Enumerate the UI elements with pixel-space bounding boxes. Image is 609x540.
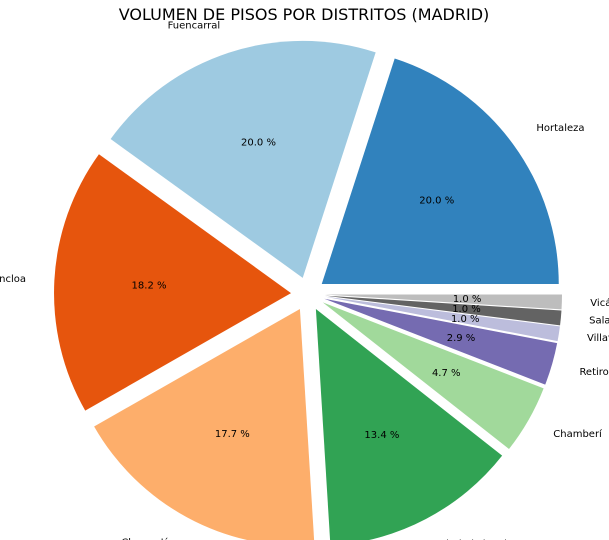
pct-label-moncloa: 18.2 % xyxy=(132,280,167,291)
pie-slice-fuencarral xyxy=(110,40,376,278)
pct-label-villaverde: 1.0 % xyxy=(451,314,480,325)
category-label-chamartin: Chamartín xyxy=(121,536,173,540)
pie-slice-villaverde xyxy=(324,296,560,342)
category-label-hortaleza: Hortaleza xyxy=(536,123,584,134)
category-label-moncloa: Moncloa xyxy=(0,274,26,285)
pct-label-chamartin: 17.7 % xyxy=(215,429,250,440)
pie-labels: 20.0 % Hortaleza 20.0 % Fuencarral 18.2 % Mon… xyxy=(0,21,609,540)
category-label-salamanca: Salamanca xyxy=(589,316,609,327)
category-label-chamberi: Chamberí xyxy=(553,428,603,440)
category-label-villaverde: Villaverde xyxy=(587,333,609,344)
pct-label-hortaleza: 20.0 % xyxy=(419,195,454,206)
pct-label-retiro: 2.9 % xyxy=(447,333,476,344)
pie-slices xyxy=(54,40,562,540)
pie-slice-hortaleza xyxy=(321,58,559,284)
pie-slice-ciudad-lineal xyxy=(315,309,503,540)
category-label-retiro: Retiro xyxy=(579,367,608,378)
pct-label-chamberi: 4.7 % xyxy=(432,368,461,379)
pct-label-salamanca: 1.0 % xyxy=(452,304,481,315)
pct-label-fuencarral: 20.0 % xyxy=(241,138,276,149)
pie-slice-retiro xyxy=(324,298,558,385)
category-label-fuencarral: Fuencarral xyxy=(168,21,221,32)
pie-slice-moncloa xyxy=(54,154,292,411)
pie-slice-chamberi xyxy=(322,302,544,449)
pie-slice-vicalvaro xyxy=(324,294,562,310)
pct-label-vicalvaro: 1.0 % xyxy=(453,294,482,305)
category-label-vicalvaro: Vicálvaro xyxy=(590,297,609,309)
pie-slice-salamanca xyxy=(324,295,562,326)
pct-label-ciudad-lineal: 13.4 % xyxy=(364,430,399,441)
pie-slice-chamartin xyxy=(94,308,315,540)
chart-title: VOLUMEN DE PISOS POR DISTRITOS (MADRID) xyxy=(119,5,490,24)
